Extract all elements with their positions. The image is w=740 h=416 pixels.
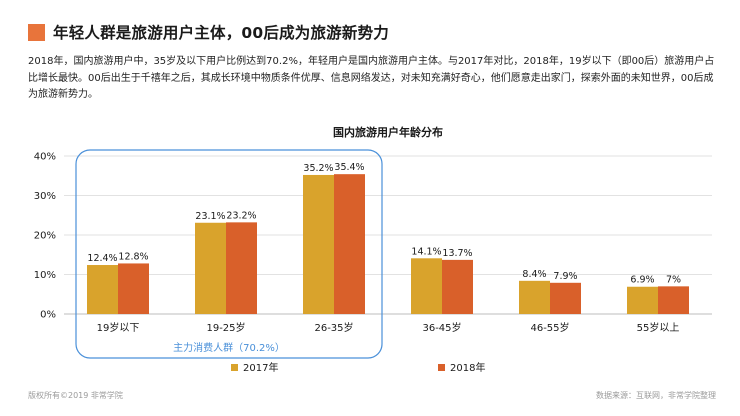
bar-value-label: 7.9% <box>553 271 577 282</box>
highlight-label: 主力消费人群（70.2%） <box>173 341 285 354</box>
bar-2018 <box>334 174 365 314</box>
page-title-row: 年轻人群是旅游用户主体，00后成为旅游新势力 <box>28 22 389 42</box>
bar-2018 <box>226 222 257 314</box>
bar-2017 <box>411 258 442 314</box>
x-tick-label: 19-25岁 <box>206 321 245 334</box>
y-tick-label: 20% <box>34 231 56 242</box>
copyright-footer: 版权所有©2019 非常学院 <box>28 391 123 400</box>
y-tick-label: 0% <box>40 310 56 321</box>
bar-2017 <box>195 222 226 314</box>
bar-2017 <box>303 174 334 314</box>
description-paragraph: 2018年，国内旅游用户中，35岁及以下用户比例达到70.2%，年轻用户是国内旅… <box>28 56 715 100</box>
bar-value-label: 12.8% <box>118 251 148 262</box>
source-footer: 数据来源：互联网，非常学院整理 <box>596 391 716 400</box>
bar-value-label: 23.1% <box>195 211 225 222</box>
bar-value-label: 12.4% <box>87 253 117 264</box>
x-tick-label: 46-55岁 <box>530 321 569 334</box>
bar-2017 <box>627 286 658 314</box>
y-tick-label: 30% <box>34 191 56 202</box>
bar-2018 <box>442 259 473 314</box>
bar-2018 <box>550 282 581 314</box>
bar-2017 <box>87 265 118 314</box>
x-tick-label: 19岁以下 <box>97 321 140 334</box>
bar-value-label: 23.2% <box>226 210 256 221</box>
bar-value-label: 14.1% <box>411 246 441 257</box>
bar-value-label: 35.4% <box>334 162 364 173</box>
legend-swatch-2017 <box>231 364 238 371</box>
x-tick-label: 36-45岁 <box>422 321 461 334</box>
bar-value-label: 8.4% <box>522 269 546 280</box>
bar-2018 <box>658 286 689 314</box>
y-tick-label: 40% <box>34 152 56 163</box>
page-title: 年轻人群是旅游用户主体，00后成为旅游新势力 <box>53 24 389 42</box>
x-tick-label: 55岁以上 <box>637 321 680 334</box>
legend-swatch-2018 <box>438 364 445 371</box>
legend-label: 2017年 <box>243 361 278 374</box>
highlight-box <box>75 149 383 359</box>
bar-2018 <box>118 263 149 314</box>
y-tick-label: 10% <box>34 270 56 281</box>
chart-title: 国内旅游用户年龄分布 <box>333 125 443 139</box>
x-tick-label: 26-35岁 <box>314 321 353 334</box>
bar-value-label: 35.2% <box>303 163 333 174</box>
bar-2017 <box>519 280 550 314</box>
legend-label: 2018年 <box>450 361 485 374</box>
bar-value-label: 6.9% <box>630 275 654 286</box>
bar-value-label: 13.7% <box>442 248 472 259</box>
title-accent-square <box>28 23 45 41</box>
bar-value-label: 7% <box>666 274 681 285</box>
